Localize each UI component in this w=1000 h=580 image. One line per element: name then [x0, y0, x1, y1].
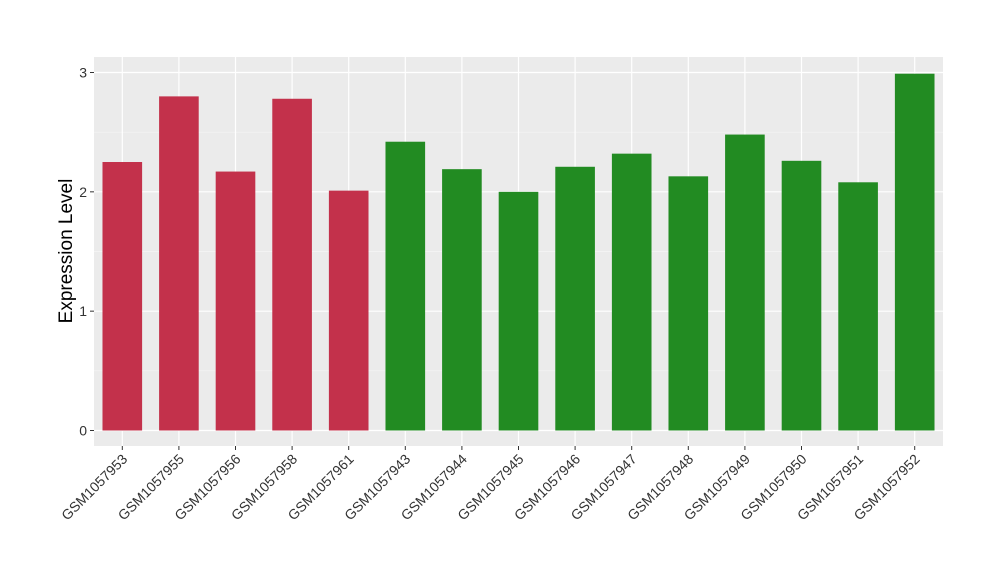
- bar: [781, 160, 822, 431]
- x-axis: GSM1057953GSM1057955GSM1057956GSM1057958…: [58, 446, 923, 523]
- bar: [442, 169, 482, 431]
- bar: [385, 141, 426, 431]
- y-tick-label: 3: [79, 65, 87, 81]
- bar: [328, 190, 369, 431]
- bar: [102, 162, 143, 431]
- bar: [668, 176, 709, 431]
- bars: [102, 73, 935, 431]
- bar: [838, 182, 878, 431]
- bar: [215, 171, 256, 431]
- bar: [555, 166, 595, 431]
- bar: [894, 73, 935, 431]
- bar: [725, 134, 765, 431]
- bar: [498, 191, 539, 431]
- bar: [159, 96, 199, 431]
- y-axis-title: Expression Level: [56, 179, 77, 324]
- y-axis: 0 1 2 3: [79, 65, 94, 438]
- y-tick-label: 0: [79, 422, 87, 438]
- y-tick-label: 2: [79, 184, 87, 200]
- bar: [611, 153, 652, 431]
- bar: [272, 98, 312, 431]
- y-tick-label: 1: [79, 303, 87, 319]
